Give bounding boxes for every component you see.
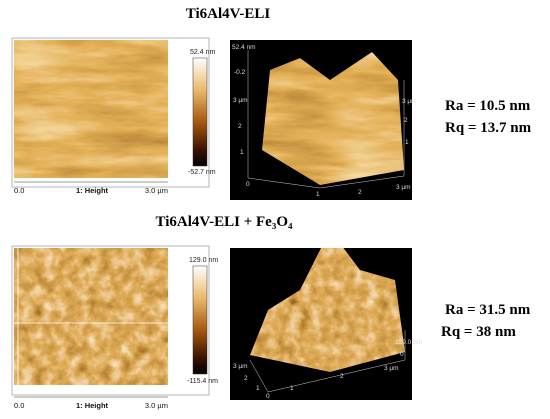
frame (11, 37, 210, 188)
label-3d: 1 (240, 149, 244, 156)
label-3d: 2 (404, 117, 408, 124)
scale-max: 52.4 nm (190, 49, 215, 56)
scale-min: -115.4 nm (187, 378, 218, 385)
roughness-rq: Rq = 38 nm (441, 324, 516, 340)
axis-end: 3.0 µm (145, 186, 168, 195)
axis-start: 0.0 (14, 401, 24, 410)
roughness-ra: Ra = 31.5 nm (445, 302, 531, 318)
label-3d: 2 (244, 375, 248, 382)
axis-label: 1: Height (76, 186, 109, 195)
frame (11, 245, 210, 396)
label-3d: 1 (316, 191, 320, 198)
label-3d: 3 µm (384, 365, 399, 372)
axes-3d (249, 330, 406, 393)
label-3d: 3 µm (402, 98, 417, 105)
label-3d: 129.0 nm (395, 339, 422, 346)
label-3d: 52.4 nm (232, 44, 256, 51)
label-3d: 3 µm (396, 184, 411, 191)
panel-title: Ti6Al4V-ELI + Fe₃O₄ (156, 214, 293, 230)
label-3d: 1 (405, 139, 409, 146)
axis-end: 3.0 µm (145, 401, 168, 410)
scale-min: -52.7 nm (188, 169, 216, 176)
label-3d: 2 (340, 373, 344, 380)
label-3d: 2 (238, 123, 242, 130)
axis-start: 0.0 (14, 186, 24, 195)
label-3d: -0.2 (234, 69, 246, 76)
scale-max: 129.0 nm (189, 257, 218, 264)
label-3d: 0 (246, 181, 250, 188)
panel-title: Ti6Al4V-ELI (186, 6, 271, 22)
label-3d: 0 (266, 393, 270, 400)
label-3d: 1 (256, 385, 260, 392)
axes-3d (247, 50, 405, 189)
afm-height-image (14, 248, 168, 385)
axis-label: 1: Height (76, 401, 109, 410)
afm-height-image (14, 40, 168, 178)
label-3d: 0 (400, 351, 404, 358)
color-bar (192, 57, 208, 167)
label-3d: 3 µm (233, 363, 248, 370)
roughness-ra: Ra = 10.5 nm (445, 98, 531, 114)
label-3d: 3 µm (233, 97, 248, 104)
label-3d: 1 (290, 385, 294, 392)
label-3d: 2 (358, 189, 362, 196)
roughness-rq: Rq = 13.7 nm (445, 120, 532, 136)
color-bar (192, 265, 208, 375)
